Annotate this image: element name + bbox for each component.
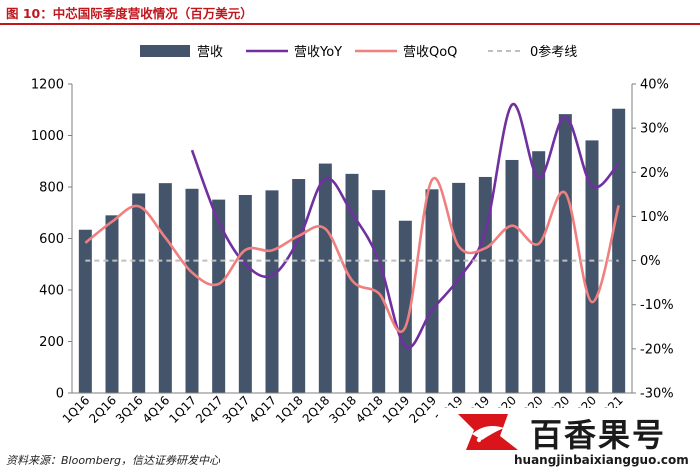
chart-legend: 营收 营收YoY 营收QoQ 0参考线 <box>140 44 577 60</box>
revenue-qoq-line <box>84 176 620 333</box>
figure-title: 图 10：中芯国际季度营收情况（百万美元） <box>6 6 253 21</box>
right-tick-label: -20% <box>640 342 674 357</box>
right-tick-label: -30% <box>640 387 674 402</box>
legend-swatch-revenue <box>140 45 190 57</box>
watermark-logo-icon <box>458 414 518 450</box>
watermark: 百香果号 huangjinbaixiangguo.com <box>438 408 698 470</box>
legend-label: 营收YoY <box>294 45 342 60</box>
left-tick-label: 1200 <box>31 78 64 93</box>
revenue-bar <box>318 163 332 393</box>
right-tick-label: -10% <box>640 298 674 313</box>
revenue-bar <box>558 114 572 393</box>
left-tick-label: 400 <box>39 284 64 299</box>
revenue-bar <box>158 183 172 393</box>
source-note: 资料来源：Bloomberg，信达证券研发中心 <box>6 454 221 467</box>
revenue-bar <box>398 220 412 393</box>
bar-series <box>78 108 626 393</box>
left-tick-label: 800 <box>39 181 64 196</box>
x-tick-label: 2Q17 <box>193 393 226 426</box>
x-tick-label: 3Q17 <box>220 393 253 426</box>
right-tick-label: 10% <box>640 210 669 225</box>
right-tick-label: 30% <box>640 122 669 137</box>
revenue-bar <box>345 173 359 393</box>
watermark-name: 百香果号 <box>530 416 667 454</box>
x-tick-label: 1Q18 <box>273 393 306 426</box>
revenue-bar <box>478 176 492 393</box>
revenue-bar <box>185 188 199 393</box>
x-tick-label: 3Q18 <box>326 393 359 426</box>
right-tick-label: 40% <box>640 78 669 93</box>
x-tick-label: 4Q16 <box>140 393 173 426</box>
revenue-bar <box>265 190 279 393</box>
line-series <box>84 103 620 350</box>
revenue-bar <box>585 140 599 393</box>
revenue-bar <box>532 151 546 393</box>
left-tick-label: 200 <box>39 335 64 350</box>
left-tick-label: 0 <box>56 387 64 402</box>
x-tick-label: 1Q17 <box>166 393 199 426</box>
left-tick-label: 600 <box>39 232 64 247</box>
x-tick-label: 4Q17 <box>246 393 279 426</box>
x-tick-label: 3Q16 <box>113 393 146 426</box>
revenue-yoy-line <box>190 103 620 350</box>
revenue-bar <box>212 199 226 393</box>
x-tick-label: 2Q18 <box>300 393 333 426</box>
revenue-bar <box>612 108 626 393</box>
left-tick-label: 1000 <box>31 129 64 144</box>
x-tick-label: 2Q19 <box>406 393 439 426</box>
legend-label: 营收 <box>197 45 223 60</box>
x-tick-label: 2Q16 <box>86 393 119 426</box>
revenue-bar <box>452 182 466 393</box>
revenue-bar <box>292 179 306 393</box>
x-tick-label: 4Q18 <box>353 393 386 426</box>
right-tick-label: 0% <box>640 254 661 269</box>
title-rule <box>0 23 700 25</box>
revenue-bar <box>105 215 119 393</box>
legend-label: 0参考线 <box>530 44 577 60</box>
right-tick-label: 20% <box>640 166 669 181</box>
revenue-bar <box>238 194 252 393</box>
revenue-bar <box>425 189 439 393</box>
watermark-url: huangjinbaixiangguo.com <box>514 453 689 467</box>
revenue-bar <box>78 229 92 393</box>
x-tick-label: 1Q19 <box>380 393 413 426</box>
x-tick-label: 1Q16 <box>60 393 93 426</box>
revenue-bar <box>132 193 146 393</box>
revenue-bar <box>505 159 519 393</box>
legend-label: 营收QoQ <box>403 45 457 60</box>
